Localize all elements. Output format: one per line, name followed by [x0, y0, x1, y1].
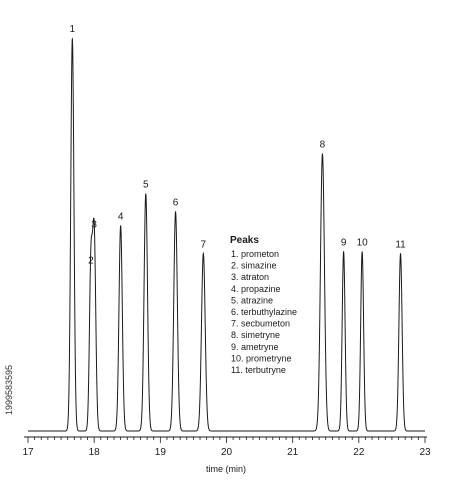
peak-label-5: 5 [143, 180, 149, 191]
peak-apex-2 [90, 269, 92, 270]
peak-label-3: 3 [91, 220, 97, 231]
x-tick-label: 21 [287, 447, 299, 458]
x-tick-label: 22 [353, 447, 365, 458]
peak-label-8: 8 [320, 140, 326, 151]
peak-label-9: 9 [341, 237, 347, 248]
x-tick-label: 20 [221, 447, 233, 458]
legend-item: 5. atrazine [231, 295, 273, 305]
x-tick-label: 17 [22, 447, 34, 458]
x-axis-title: time (min) [206, 464, 246, 474]
x-tick-label: 19 [155, 447, 167, 458]
peak-apex-10 [361, 251, 363, 252]
trace-layer [28, 37, 425, 432]
legend-item: 4. propazine [231, 284, 281, 294]
legend-item: 10. prometryne [231, 353, 292, 363]
peak-apex-7 [202, 253, 204, 254]
peak-apex-4 [120, 225, 122, 226]
legend-item: 7. secbumeton [231, 319, 290, 329]
peak-apex-5 [145, 193, 147, 195]
side-id-text: 1999583595 [4, 365, 14, 415]
peak-apex-3 [93, 233, 95, 234]
legend-item: 3. atraton [231, 272, 269, 282]
peak-apex-9 [343, 251, 345, 252]
legend-title: Peaks [230, 235, 259, 246]
legend-item: 11. terbutryne [231, 365, 286, 375]
peak-label-1: 1 [70, 24, 76, 35]
peak-apex-1 [71, 37, 73, 39]
peak-label-6: 6 [173, 198, 179, 209]
legend-item: 2. simazine [231, 261, 277, 271]
legend-item: 8. simetryne [231, 330, 280, 340]
peak-apex-6 [175, 211, 176, 212]
peak-label-10: 10 [357, 237, 369, 248]
x-tick-label: 23 [419, 447, 431, 458]
x-tick-label: 18 [89, 447, 101, 458]
legend-item: 6. terbuthylazine [231, 307, 297, 317]
peak-apex-11 [400, 253, 401, 254]
peak-label-7: 7 [201, 239, 207, 250]
peak-label-layer: 1 2 3 4 5 6 7 8 9 10 11 [70, 24, 407, 266]
legend-item: 9. ametryne [231, 342, 279, 352]
peak-label-11: 11 [395, 239, 406, 250]
x-axis: 17 18 19 20 21 22 23 [22, 436, 431, 458]
peak-label-4: 4 [118, 212, 124, 223]
chromatogram-trace [28, 38, 425, 432]
legend-item: 1. prometon [231, 249, 279, 259]
peak-label-2: 2 [88, 255, 94, 266]
peak-apex-8 [322, 153, 323, 155]
